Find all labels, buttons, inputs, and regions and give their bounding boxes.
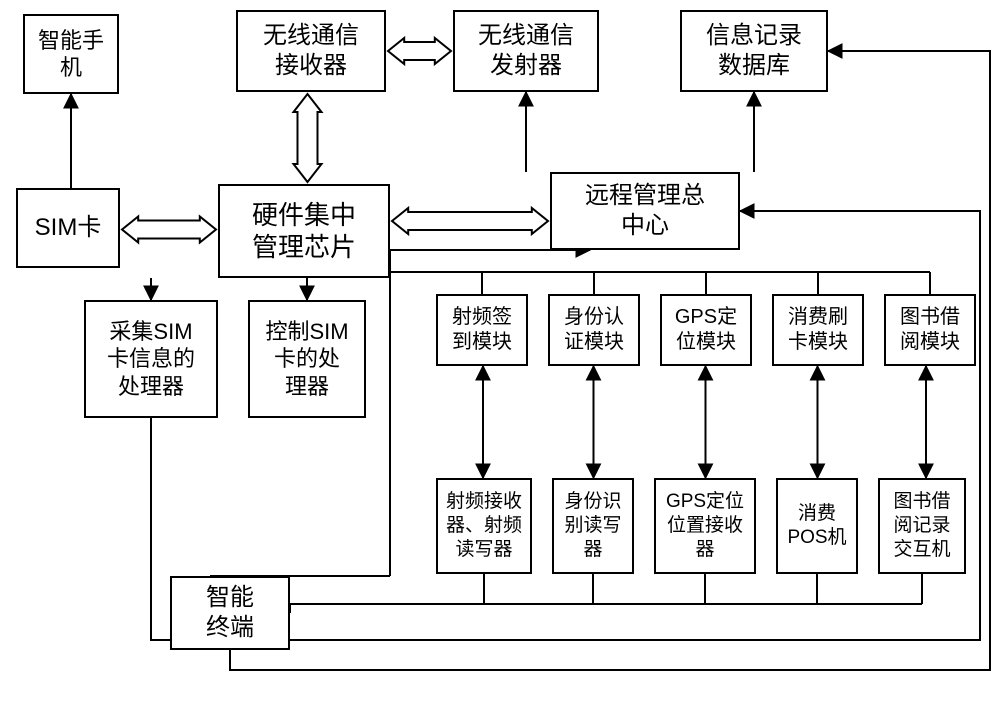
node-label: GPS定位模块 [675, 305, 737, 355]
node-label: 身份认证模块 [564, 305, 624, 355]
node-label: 智能手机 [38, 27, 104, 82]
node-label: 控制SIM卡的处理器 [265, 318, 348, 401]
node-label: 射频接收器、射频读写器 [446, 490, 522, 561]
node-n_tx: 无线通信发射器 [453, 10, 599, 92]
node-label: 硬件集中管理芯片 [252, 199, 356, 264]
node-n_rx: 无线通信接收器 [236, 10, 386, 92]
node-label: 无线通信发射器 [478, 21, 574, 81]
node-n_remote: 远程管理总中心 [550, 172, 740, 250]
node-n_phone: 智能手机 [23, 14, 119, 94]
node-n_ctrl: 控制SIM卡的处理器 [248, 300, 366, 418]
node-n_id_mod: 身份认证模块 [548, 294, 640, 366]
node-label: 无线通信接收器 [263, 21, 359, 81]
node-n_book_dev: 图书借阅记录交互机 [878, 478, 966, 574]
node-n_rf_dev: 射频接收器、射频读写器 [436, 478, 532, 574]
node-label: 图书借阅记录交互机 [893, 490, 950, 561]
node-n_gps_dev: GPS定位位置接收器 [654, 478, 756, 574]
node-label: 信息记录数据库 [706, 21, 802, 81]
node-label: 消费刷卡模块 [788, 305, 848, 355]
node-n_rf_mod: 射频签到模块 [436, 294, 528, 366]
node-label: 采集SIM卡信息的处理器 [107, 318, 195, 401]
node-label: GPS定位位置接收器 [666, 490, 744, 561]
node-label: 图书借阅模块 [900, 305, 960, 355]
node-label: 射频签到模块 [452, 305, 512, 355]
node-label: 消费POS机 [787, 502, 846, 550]
node-n_pay_mod: 消费刷卡模块 [772, 294, 864, 366]
node-label: 远程管理总中心 [585, 181, 705, 241]
node-n_db: 信息记录数据库 [680, 10, 828, 92]
node-n_sim: SIM卡 [16, 188, 120, 268]
node-label: SIM卡 [35, 213, 102, 243]
diagram-canvas: 智能手机 无线通信接收器 无线通信发射器 信息记录数据库 SIM卡 硬件集中管理芯片 远程管… [0, 0, 1000, 703]
node-n_chip: 硬件集中管理芯片 [218, 184, 390, 278]
node-label: 身份识别读写器 [564, 490, 621, 561]
node-n_book_mod: 图书借阅模块 [884, 294, 976, 366]
node-n_id_dev: 身份识别读写器 [552, 478, 634, 574]
node-n_gps_mod: GPS定位模块 [660, 294, 752, 366]
node-n_term: 智能终端 [170, 576, 290, 650]
node-n_collect: 采集SIM卡信息的处理器 [84, 300, 218, 418]
node-label: 智能终端 [206, 583, 254, 643]
node-n_pos_dev: 消费POS机 [776, 478, 858, 574]
